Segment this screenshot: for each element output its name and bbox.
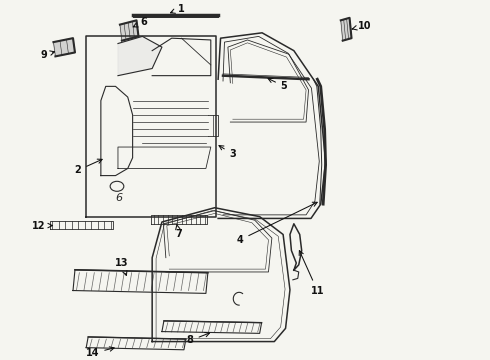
Polygon shape xyxy=(118,36,162,76)
Text: 4: 4 xyxy=(237,202,317,245)
Text: 8: 8 xyxy=(187,333,210,346)
Text: 5: 5 xyxy=(268,78,288,91)
Polygon shape xyxy=(120,20,139,41)
Text: 2: 2 xyxy=(74,159,102,175)
Polygon shape xyxy=(341,18,351,41)
Text: 14: 14 xyxy=(86,347,114,358)
Text: 7: 7 xyxy=(175,224,182,239)
Text: 6: 6 xyxy=(115,193,122,203)
Text: 1: 1 xyxy=(171,4,185,14)
Text: 3: 3 xyxy=(219,145,236,159)
Text: 6: 6 xyxy=(133,17,147,27)
Text: 13: 13 xyxy=(115,258,128,275)
Text: 10: 10 xyxy=(352,21,371,31)
Text: 12: 12 xyxy=(32,221,52,230)
Polygon shape xyxy=(53,38,75,57)
Text: 9: 9 xyxy=(40,50,54,60)
Text: 11: 11 xyxy=(299,251,324,296)
